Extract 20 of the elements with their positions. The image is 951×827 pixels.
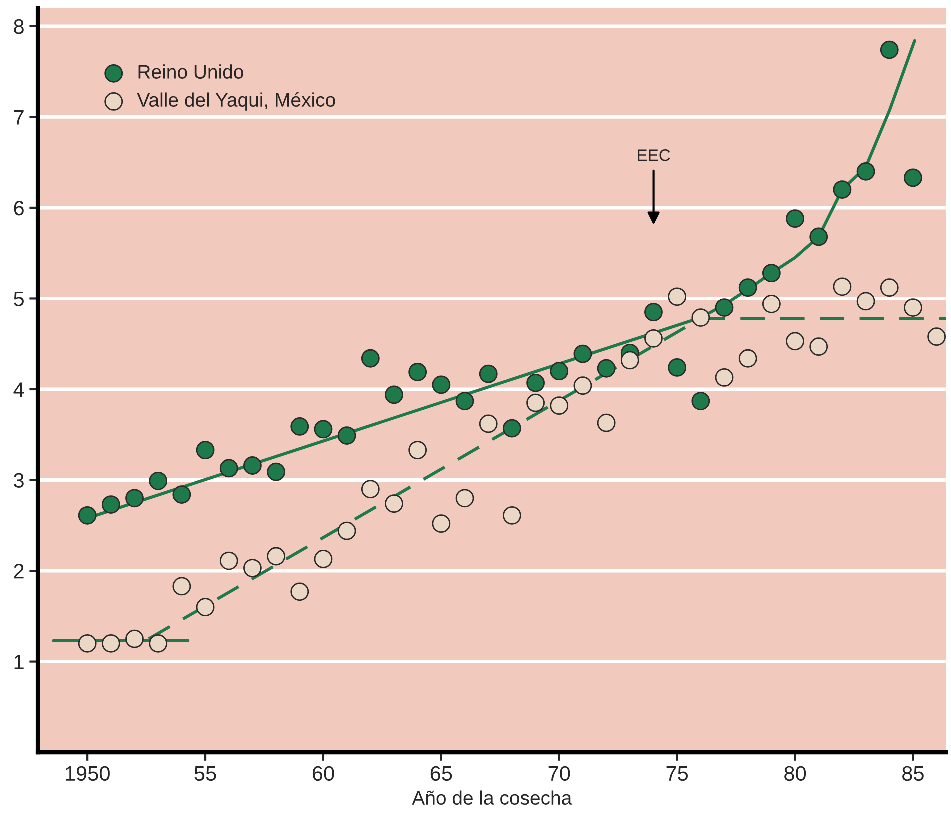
- legend-label: Reino Unido: [138, 64, 244, 79]
- x-tick-label: 70: [548, 766, 570, 782]
- x-axis-title: Año de la cosecha: [412, 790, 572, 806]
- x-tick-label: 75: [666, 766, 688, 782]
- legend-label: Valle del Yaqui, México: [137, 92, 336, 111]
- y-tick-label: 4: [14, 382, 24, 398]
- y-tick-label: 5: [14, 292, 24, 306]
- y-tick-label: 7: [14, 110, 24, 125]
- x-tick-label: 80: [784, 766, 806, 782]
- x-tick-label: 60: [312, 766, 334, 782]
- y-tick-label: 8: [14, 19, 24, 34]
- y-tick-label: 6: [14, 200, 24, 216]
- y-tick-label: 1: [14, 655, 24, 670]
- y-tick-label: 2: [14, 564, 24, 579]
- x-tick-label: 65: [430, 766, 452, 782]
- annotation: EEC: [638, 150, 670, 162]
- x-tick-label: 85: [902, 766, 924, 782]
- x-tick-label: 55: [194, 766, 216, 782]
- y-tick-label: 3: [14, 473, 24, 488]
- x-tick-label: 1950: [66, 766, 110, 782]
